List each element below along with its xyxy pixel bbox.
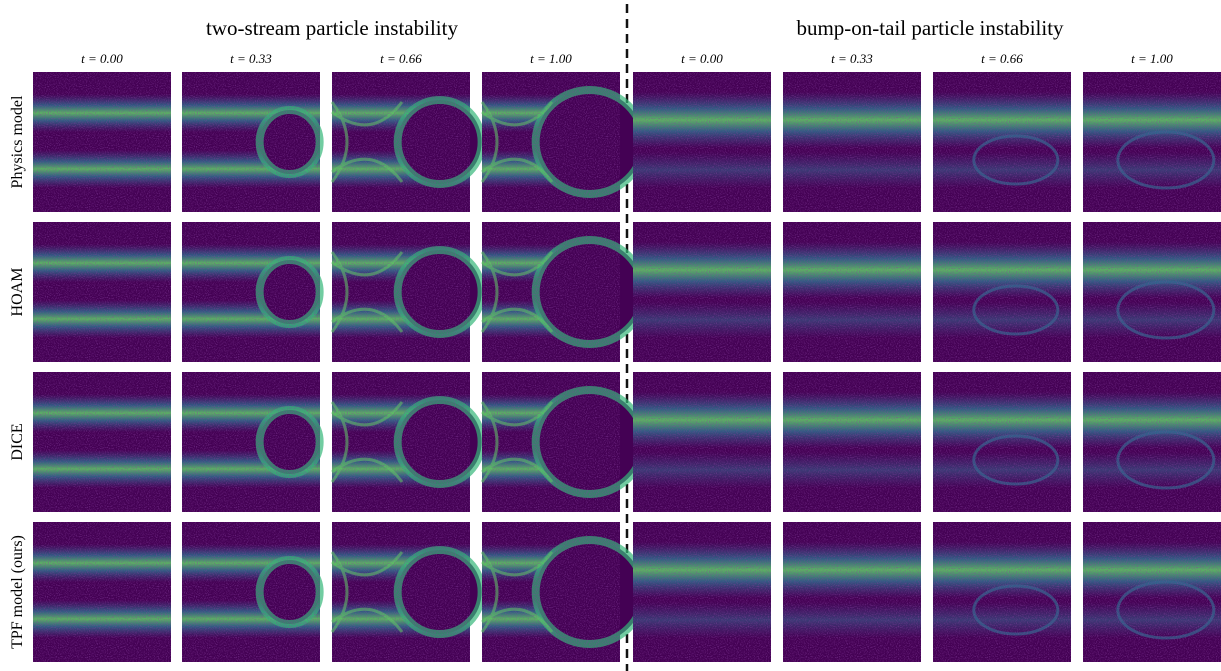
noise: [933, 72, 1071, 212]
column-header: t = 0.66: [981, 51, 1023, 66]
row-label: TPF model (ours): [9, 535, 26, 649]
panel: [33, 522, 171, 662]
row-label: Physics model: [9, 95, 26, 188]
panel: [482, 72, 644, 212]
noise: [332, 522, 470, 662]
noise: [933, 372, 1071, 512]
noise: [783, 522, 921, 662]
noise: [332, 372, 470, 512]
panel: [1083, 222, 1221, 362]
panel: [933, 72, 1071, 212]
noise: [482, 222, 620, 362]
noise: [633, 222, 771, 362]
panel: [482, 222, 644, 362]
noise: [182, 522, 320, 662]
noise: [1083, 522, 1221, 662]
noise: [182, 222, 320, 362]
noise: [1083, 222, 1221, 362]
panel: [332, 222, 482, 362]
panel: [33, 372, 171, 512]
figure: two-stream particle instability t = 0.00 t…: [0, 0, 1221, 671]
panel: [933, 222, 1071, 362]
section-title: two-stream particle instability: [206, 16, 458, 40]
panel: [633, 522, 771, 662]
panel: [332, 372, 482, 512]
column-header: t = 0.00: [81, 51, 123, 66]
noise: [33, 522, 171, 662]
noise: [482, 372, 620, 512]
noise: [633, 522, 771, 662]
panel: [933, 522, 1071, 662]
noise: [1083, 72, 1221, 212]
panel: [182, 222, 320, 362]
noise: [33, 72, 171, 212]
row-label: HOAM: [9, 268, 26, 317]
column-header: t = 1.00: [530, 51, 572, 66]
panel: [482, 372, 644, 512]
column-header: t = 0.00: [681, 51, 723, 66]
column-header: t = 1.00: [1131, 51, 1173, 66]
panel: [933, 372, 1071, 512]
panel: [633, 222, 771, 362]
noise: [933, 522, 1071, 662]
noise: [332, 72, 470, 212]
panel: [182, 72, 320, 212]
panel: [182, 372, 320, 512]
panel: [783, 522, 921, 662]
noise: [633, 72, 771, 212]
panel: [1083, 372, 1221, 512]
noise: [482, 72, 620, 212]
noise: [482, 522, 620, 662]
panel: [633, 72, 771, 212]
noise: [633, 372, 771, 512]
noise: [182, 372, 320, 512]
column-header: t = 0.66: [380, 51, 422, 66]
noise: [332, 222, 470, 362]
noise: [783, 222, 921, 362]
noise: [33, 222, 171, 362]
column-header: t = 0.33: [230, 51, 272, 66]
panel: [332, 72, 482, 212]
panel: [1083, 72, 1221, 212]
noise: [182, 72, 320, 212]
panel: [332, 522, 482, 662]
panel: [1083, 522, 1221, 662]
panel: [633, 372, 771, 512]
panel: [783, 222, 921, 362]
panel: [33, 222, 171, 362]
panel: [33, 72, 171, 212]
noise: [33, 372, 171, 512]
panel: [783, 372, 921, 512]
panel: [182, 522, 320, 662]
column-header: t = 0.33: [831, 51, 873, 66]
panel: [783, 72, 921, 212]
noise: [783, 372, 921, 512]
panel: [482, 522, 644, 662]
section-title: bump-on-tail particle instability: [796, 16, 1064, 40]
noise: [933, 222, 1071, 362]
noise: [783, 72, 921, 212]
noise: [1083, 372, 1221, 512]
row-label: DICE: [9, 423, 26, 460]
